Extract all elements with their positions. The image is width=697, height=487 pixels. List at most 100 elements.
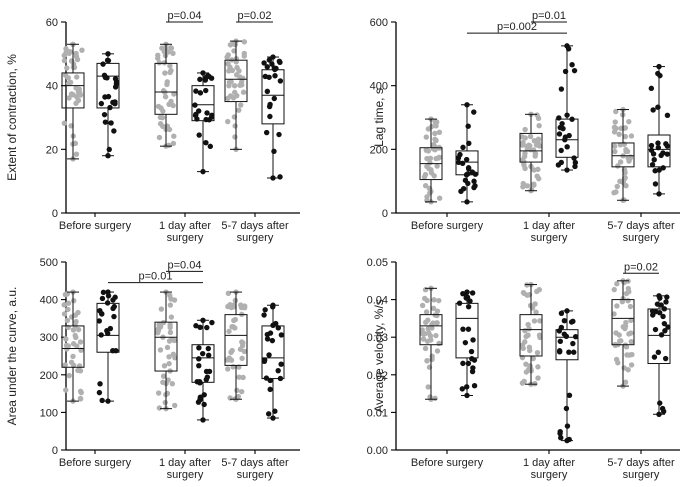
data-point xyxy=(204,110,210,116)
category-label: 1 day after surgery xyxy=(159,220,211,244)
data-point xyxy=(455,155,462,161)
data-point xyxy=(534,349,541,356)
data-point xyxy=(557,430,563,437)
data-point xyxy=(64,291,70,297)
data-point xyxy=(424,297,430,304)
data-point xyxy=(430,305,437,312)
data-point xyxy=(236,374,242,380)
data-point xyxy=(65,343,72,349)
data-point xyxy=(622,133,629,140)
data-point xyxy=(425,384,431,390)
y-axis-label: Area under the curve, a.u. xyxy=(5,287,19,426)
data-point xyxy=(465,123,471,129)
data-point xyxy=(564,144,570,150)
data-point xyxy=(571,67,578,74)
data-point xyxy=(275,325,281,331)
iqr-box xyxy=(647,308,671,365)
data-point xyxy=(203,139,209,146)
data-point xyxy=(264,336,271,342)
box-day5-b xyxy=(261,54,285,181)
data-point xyxy=(530,355,536,362)
y-tick-label: 200 xyxy=(40,370,58,382)
significance-bracket: p=0.01 xyxy=(108,271,203,284)
data-point xyxy=(275,367,281,374)
data-point xyxy=(651,157,657,163)
data-point xyxy=(241,39,248,45)
y-tick-label: 400 xyxy=(40,295,58,307)
data-point xyxy=(166,101,172,107)
data-point xyxy=(465,360,472,367)
data-point xyxy=(157,114,164,121)
data-point xyxy=(537,318,543,324)
data-point xyxy=(229,347,235,354)
data-point xyxy=(650,107,656,113)
data-point xyxy=(61,311,68,317)
data-point xyxy=(628,338,634,345)
data-point xyxy=(561,331,568,337)
y-tick-label: 20 xyxy=(46,144,58,156)
category-label: Before surgery xyxy=(411,220,484,232)
data-point xyxy=(655,140,661,146)
data-point xyxy=(166,360,172,367)
box-before-b xyxy=(96,289,120,404)
data-point xyxy=(655,104,661,110)
data-point xyxy=(613,108,619,115)
y-tick-label: 0 xyxy=(382,208,388,220)
data-point xyxy=(655,349,662,356)
data-point xyxy=(231,48,237,54)
data-point xyxy=(98,100,105,107)
data-point xyxy=(558,147,564,154)
data-point xyxy=(196,356,202,362)
data-point xyxy=(622,125,629,131)
panel-1: 0 20 40 60 Extent of contraction, % Before su… xyxy=(5,10,300,244)
data-point xyxy=(202,77,209,83)
iqr-box xyxy=(455,302,479,359)
data-point xyxy=(75,309,81,316)
data-point xyxy=(624,148,631,155)
data-point xyxy=(664,151,670,157)
data-point xyxy=(423,309,430,315)
data-point xyxy=(460,326,466,332)
data-point xyxy=(436,195,443,201)
data-point xyxy=(532,301,538,307)
data-point xyxy=(465,326,472,332)
data-point xyxy=(436,297,442,304)
data-point xyxy=(535,364,541,370)
iqr-box xyxy=(96,302,120,353)
data-point xyxy=(61,120,68,126)
data-point xyxy=(572,163,578,170)
data-point xyxy=(612,148,618,155)
box-before-b xyxy=(96,51,120,159)
data-point xyxy=(460,360,466,367)
iqr-box xyxy=(555,118,579,158)
iqr-box xyxy=(224,314,248,366)
data-point xyxy=(225,118,231,125)
box-day5-a xyxy=(224,38,248,153)
data-point xyxy=(261,312,267,318)
iqr-box xyxy=(611,299,635,346)
data-point xyxy=(236,68,242,74)
data-point xyxy=(660,313,666,320)
data-point xyxy=(536,123,542,129)
data-point xyxy=(652,168,658,174)
data-point xyxy=(170,102,176,109)
box-day5-b xyxy=(261,302,285,421)
data-point xyxy=(99,295,106,302)
data-point xyxy=(628,317,634,324)
panel-4: 0.00 0.01 0.02 0.03 0.04 0.05 Average velocity… xyxy=(367,257,680,481)
data-point xyxy=(470,337,476,343)
box-day1-a xyxy=(519,281,543,387)
data-point xyxy=(628,362,635,368)
data-point xyxy=(534,112,540,118)
data-point xyxy=(166,354,172,360)
data-point xyxy=(460,185,467,192)
data-point xyxy=(469,368,476,375)
iqr-box xyxy=(519,314,543,357)
data-point xyxy=(648,142,655,149)
p-value-label: p=0.002 xyxy=(497,21,537,33)
data-point xyxy=(112,84,119,90)
box-day1-b xyxy=(555,43,579,173)
box-day5-b xyxy=(647,293,671,417)
iqr-box xyxy=(154,321,178,372)
data-point xyxy=(427,333,434,339)
